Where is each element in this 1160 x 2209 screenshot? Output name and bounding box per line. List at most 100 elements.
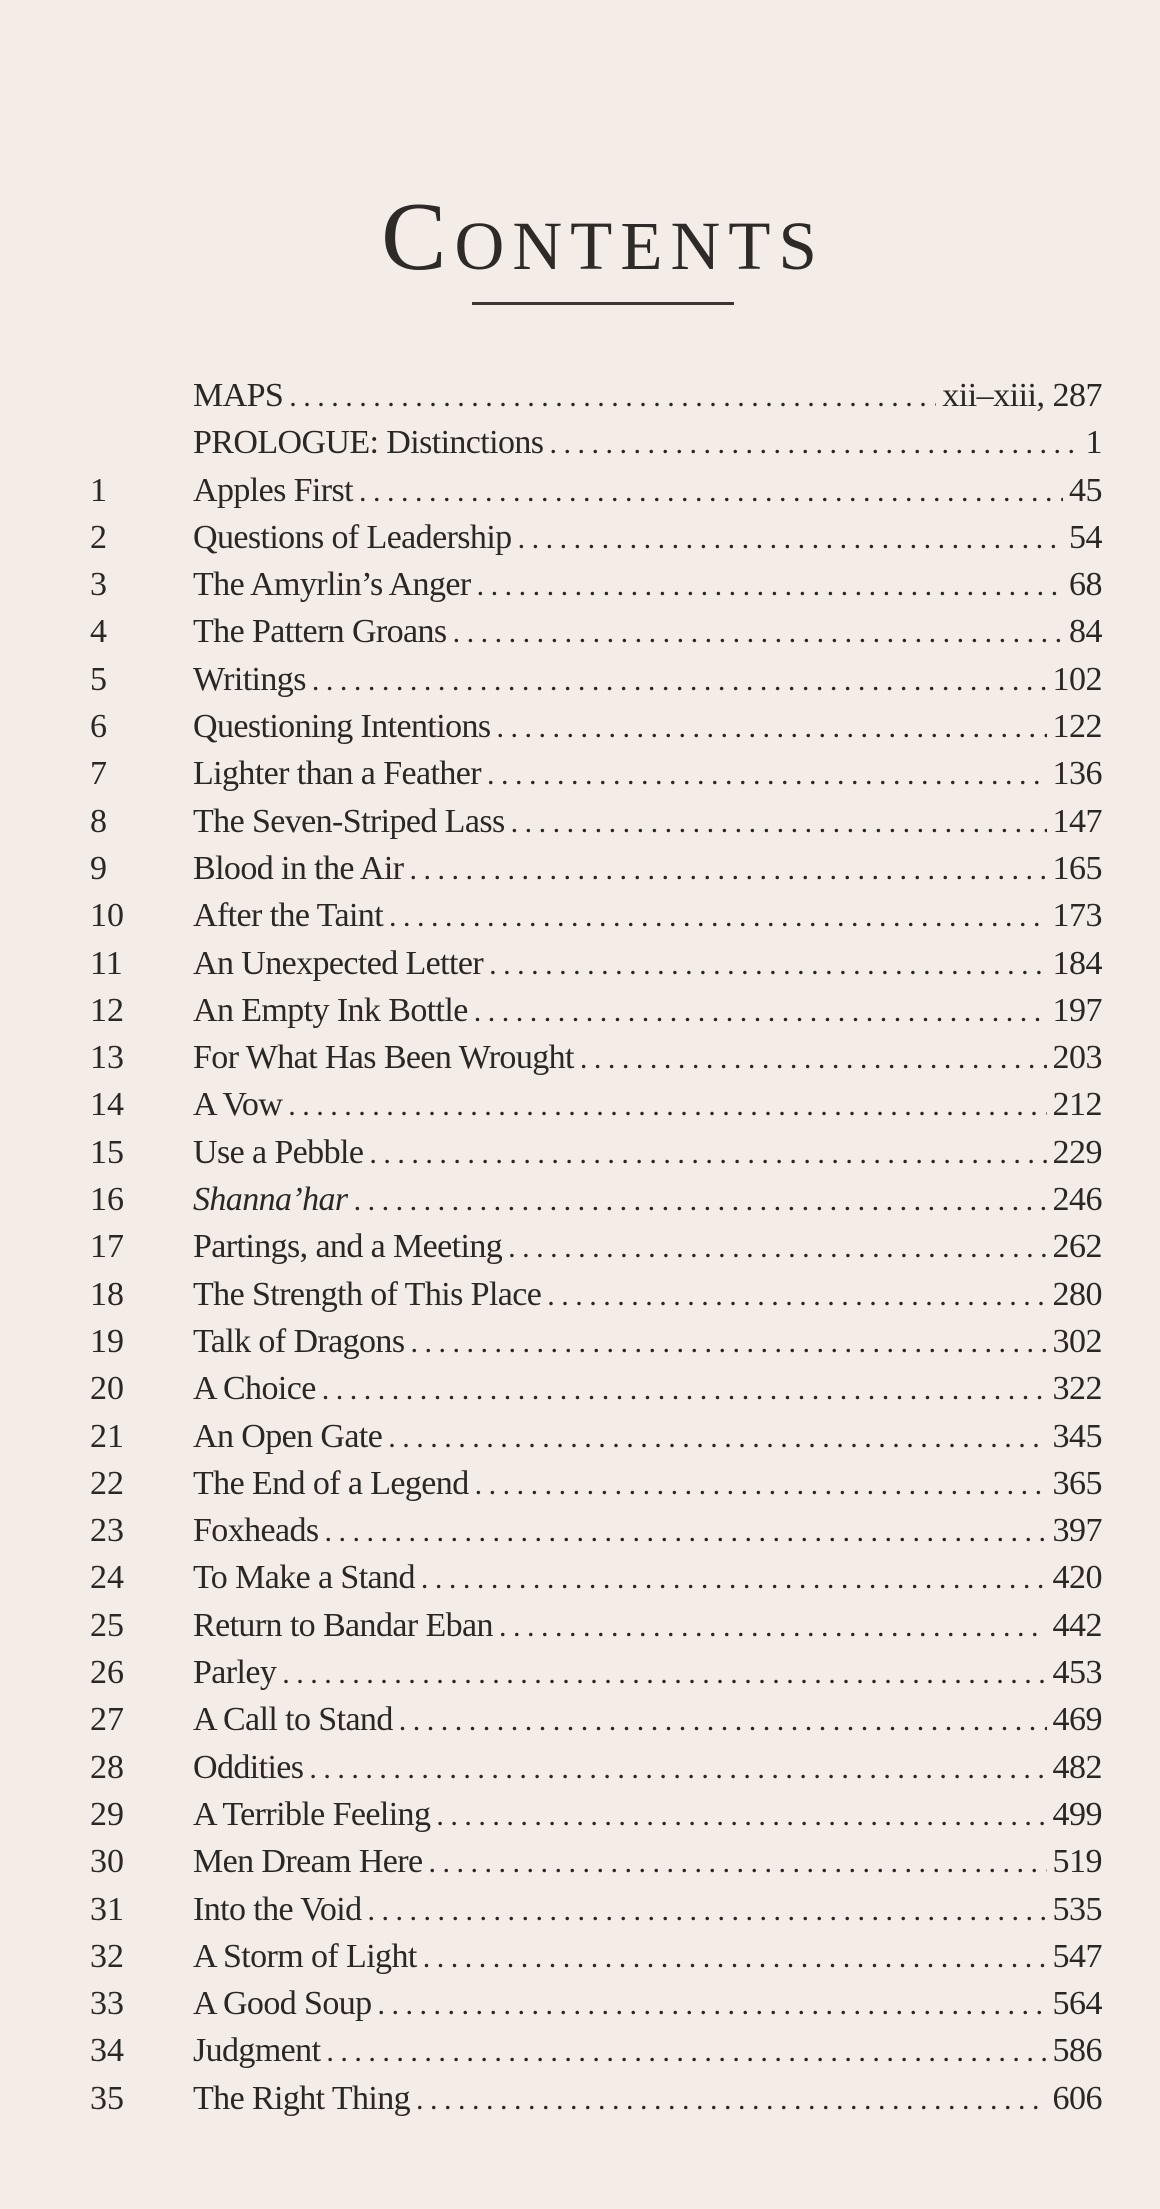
page-number: 246: [1052, 1181, 1103, 1219]
chapter-number: 3: [90, 566, 107, 604]
dot-leader: [423, 1934, 1047, 1981]
chapter-number: 31: [90, 1890, 124, 1928]
chapter-title: The Amyrlin’s Anger: [193, 566, 471, 604]
toc-entry: 35 The Right Thing 606: [90, 2075, 1102, 2122]
chapter-title: To Make a Stand: [193, 1559, 415, 1597]
chapter-title: An Empty Ink Bottle: [193, 991, 468, 1029]
toc-entry: 6 Questioning Intentions 122: [90, 703, 1102, 750]
chapter-title: A Terrible Feeling: [193, 1795, 431, 1833]
toc-entry: 31 Into the Void 535: [90, 1886, 1102, 1933]
page-number: 499: [1052, 1795, 1103, 1833]
chapter-title: A Vow: [193, 1086, 283, 1124]
page-number: 535: [1052, 1890, 1103, 1928]
page-number: 564: [1052, 1985, 1103, 2023]
dot-leader: [410, 1319, 1046, 1366]
dot-leader: [309, 1745, 1046, 1792]
toc-entry: 22 The End of a Legend 365: [90, 1460, 1102, 1507]
chapter-title: A Good Soup: [193, 1985, 372, 2023]
toc-entry: 16 Shanna’har 246: [90, 1176, 1102, 1223]
chapter-number: 16: [90, 1181, 124, 1219]
dot-leader: [547, 1272, 1046, 1319]
chapter-number: 34: [90, 2032, 124, 2070]
dot-leader: [436, 1792, 1046, 1839]
page-number: 173: [1052, 897, 1103, 935]
dot-leader: [399, 1697, 1047, 1744]
toc-entry: 30 Men Dream Here 519: [90, 1838, 1102, 1885]
chapter-number: 28: [90, 1748, 124, 1786]
chapter-number: 35: [90, 2079, 124, 2117]
page-number: 212: [1052, 1086, 1103, 1124]
page-number: 469: [1052, 1701, 1103, 1739]
dot-leader: [388, 1414, 1046, 1461]
chapter-number: 26: [90, 1654, 124, 1692]
chapter-number: 20: [90, 1370, 124, 1408]
chapter-number: 12: [90, 991, 124, 1029]
chapter-number: 8: [90, 802, 107, 840]
toc-entry: 12 An Empty Ink Bottle 197: [90, 987, 1102, 1034]
chapter-number: 21: [90, 1417, 124, 1455]
dot-leader: [511, 799, 1047, 846]
toc-entry: 29 A Terrible Feeling 499: [90, 1791, 1102, 1838]
page-number: 420: [1052, 1559, 1103, 1597]
dot-leader: [499, 1603, 1047, 1650]
chapter-number: 24: [90, 1559, 124, 1597]
chapter-title: The Right Thing: [193, 2079, 411, 2117]
dot-leader: [378, 1981, 1047, 2028]
toc-entry: 25 Return to Bandar Eban 442: [90, 1602, 1102, 1649]
toc-entry: 23 Foxheads 397: [90, 1507, 1102, 1554]
chapter-number: 23: [90, 1512, 124, 1550]
page-number: 136: [1052, 755, 1103, 793]
page-number: 302: [1052, 1322, 1103, 1360]
toc-entry: 10 After the Taint 173: [90, 892, 1102, 939]
toc-entry: 3 The Amyrlin’s Anger 68: [90, 561, 1103, 609]
page-number: 280: [1052, 1275, 1103, 1313]
toc-entry: 11 An Unexpected Letter 184: [90, 940, 1102, 987]
dot-leader: [474, 988, 1047, 1035]
toc-entry: 19 Talk of Dragons 302: [90, 1318, 1102, 1365]
chapter-title: The Pattern Groans: [193, 613, 447, 651]
dot-leader: [487, 751, 1047, 798]
toc-entry: MAPS xii–xiii, 287: [90, 372, 1102, 419]
dot-leader: [497, 704, 1047, 751]
page-number: 345: [1052, 1417, 1103, 1455]
chapter-title: Lighter than a Feather: [193, 755, 482, 793]
chapter-title: Men Dream Here: [193, 1843, 423, 1881]
toc-entry: 5 Writings 102: [90, 656, 1102, 703]
chapter-number: 6: [90, 708, 107, 746]
toc-entry: 9 Blood in the Air 165: [90, 845, 1102, 892]
chapter-number: 13: [90, 1039, 124, 1077]
dot-leader: [477, 562, 1063, 609]
chapter-number: 32: [90, 1937, 124, 1975]
dot-leader: [518, 515, 1063, 562]
dot-leader: [549, 420, 1079, 467]
dot-leader: [354, 1177, 1047, 1224]
chapter-number: 7: [90, 755, 107, 793]
chapter-number: 15: [90, 1133, 124, 1171]
chapter-title: Parley: [193, 1654, 277, 1692]
chapter-number: 10: [90, 897, 124, 935]
chapter-number: 2: [90, 518, 107, 556]
toc-entry: 27 A Call to Stand 469: [90, 1696, 1102, 1743]
dot-leader: [409, 846, 1046, 893]
chapter-title: Shanna’har: [193, 1181, 348, 1219]
chapter-number: 9: [90, 849, 107, 887]
page-number: 482: [1052, 1748, 1103, 1786]
page-number: 184: [1052, 944, 1103, 982]
chapter-title: Questions of Leadership: [193, 518, 512, 556]
chapter-number: 4: [90, 613, 107, 651]
toc-entry: 18 The Strength of This Place 280: [90, 1271, 1102, 1318]
toc-entry: 26 Parley 453: [90, 1649, 1102, 1696]
chapter-title: The Strength of This Place: [193, 1275, 542, 1313]
toc-entry: 14 A Vow 212: [90, 1081, 1102, 1128]
chapter-title: Blood in the Air: [193, 849, 404, 887]
table-of-contents: MAPS xii–xiii, 287 PROLOGUE: Distinctions 1…: [90, 372, 1103, 2122]
toc-entry: 17 Partings, and a Meeting 262: [90, 1223, 1102, 1270]
dot-leader: [421, 1555, 1047, 1602]
page-number: xii–xiii, 287: [942, 377, 1102, 414]
chapter-number: 19: [90, 1322, 124, 1360]
chapter-title: Talk of Dragons: [193, 1322, 405, 1360]
dot-leader: [475, 1461, 1047, 1508]
dot-leader: [369, 1130, 1046, 1177]
toc-entry: 7 Lighter than a Feather 136: [90, 750, 1102, 797]
chapter-title: Writings: [193, 660, 306, 698]
